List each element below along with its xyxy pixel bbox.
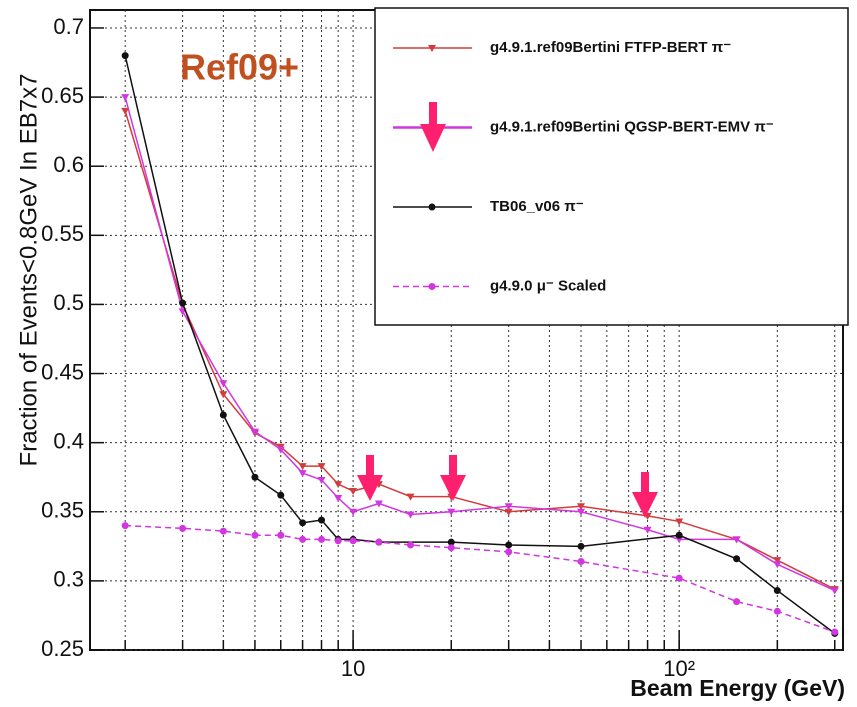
- y-tick-label: 0.45: [41, 359, 84, 384]
- y-tick-label: 0.55: [41, 221, 84, 246]
- y-tick-label: 0.35: [41, 498, 84, 523]
- y-tick-label: 0.5: [53, 290, 84, 315]
- arrow: [357, 455, 383, 501]
- y-tick-label: 0.65: [41, 83, 84, 108]
- legend: g4.9.1.ref09Bertini FTFP-BERT π⁻ g4.9.1.r…: [393, 39, 774, 294]
- arrows: [357, 102, 658, 518]
- series-line: [125, 524, 836, 633]
- marker: [831, 628, 839, 636]
- marker: [504, 508, 513, 516]
- x-tick-label: 10²: [663, 656, 695, 681]
- marker: [121, 94, 130, 102]
- marker: [251, 473, 259, 481]
- marker: [675, 518, 684, 526]
- marker: [577, 503, 586, 511]
- marker: [428, 45, 436, 52]
- marker: [277, 531, 285, 539]
- marker: [251, 531, 259, 539]
- marker: [577, 542, 585, 550]
- marker: [318, 535, 326, 543]
- y-tick-label: 0.3: [53, 567, 84, 592]
- arrow: [440, 455, 466, 501]
- marker: [121, 52, 129, 60]
- marker: [447, 538, 455, 546]
- marker: [447, 544, 455, 552]
- arrow: [632, 472, 658, 518]
- x-axis-label: Beam Energy (GeV): [630, 675, 845, 701]
- y-tick-label: 0.7: [53, 14, 84, 39]
- marker: [773, 587, 781, 595]
- marker: [299, 535, 307, 543]
- x-tick-label: 10: [341, 656, 365, 681]
- marker: [334, 494, 343, 502]
- legend-label: g4.9.0 μ⁻ Scaled: [490, 277, 606, 294]
- marker: [219, 380, 228, 388]
- marker: [447, 508, 456, 516]
- marker: [121, 522, 129, 530]
- y-tick-label: 0.4: [53, 428, 84, 453]
- marker: [733, 555, 741, 563]
- marker: [577, 508, 586, 516]
- marker: [318, 516, 326, 524]
- marker: [428, 203, 436, 211]
- chart-title: Ref09+: [180, 47, 299, 88]
- marker: [299, 519, 307, 527]
- marker: [406, 493, 415, 501]
- y-axis-label: Fraction of Events<0.8GeV In EB7x7: [15, 74, 42, 467]
- marker: [277, 491, 285, 499]
- marker: [219, 391, 228, 399]
- marker: [732, 536, 741, 544]
- y-tick-label: 0.25: [41, 636, 84, 661]
- legend-label: g4.9.1.ref09Bertini QGSP-BERT-EMV π⁻: [490, 118, 774, 135]
- marker: [643, 526, 652, 534]
- marker: [334, 537, 342, 545]
- marker: [298, 463, 307, 471]
- legend-label: TB06_v06 π⁻: [490, 198, 584, 215]
- arrow: [420, 102, 446, 152]
- marker: [219, 411, 227, 419]
- marker: [733, 598, 741, 606]
- marker: [505, 541, 513, 549]
- marker: [349, 488, 358, 496]
- marker: [375, 538, 383, 546]
- series-layer: [121, 52, 839, 637]
- marker: [121, 107, 130, 115]
- marker: [675, 574, 683, 582]
- marker: [334, 481, 343, 489]
- marker: [276, 446, 285, 454]
- marker: [773, 607, 781, 615]
- marker: [179, 299, 187, 307]
- marker: [407, 541, 415, 549]
- marker: [505, 548, 513, 556]
- marker: [577, 558, 585, 566]
- marker: [349, 537, 357, 545]
- marker: [675, 531, 683, 539]
- marker: [219, 527, 227, 535]
- marker: [504, 503, 513, 511]
- marker: [830, 587, 839, 595]
- marker: [250, 428, 259, 436]
- marker: [374, 500, 383, 508]
- marker: [675, 536, 684, 544]
- legend-label: g4.9.1.ref09Bertini FTFP-BERT π⁻: [490, 39, 731, 56]
- legend-box: [374, 7, 849, 326]
- marker: [298, 470, 307, 478]
- marker: [179, 524, 187, 532]
- marker: [406, 511, 415, 519]
- marker: [428, 283, 436, 290]
- marker: [773, 561, 782, 569]
- y-tick-label: 0.6: [53, 152, 84, 177]
- marker: [317, 476, 326, 484]
- marker: [773, 557, 782, 565]
- marker: [317, 463, 326, 471]
- marker: [349, 508, 358, 516]
